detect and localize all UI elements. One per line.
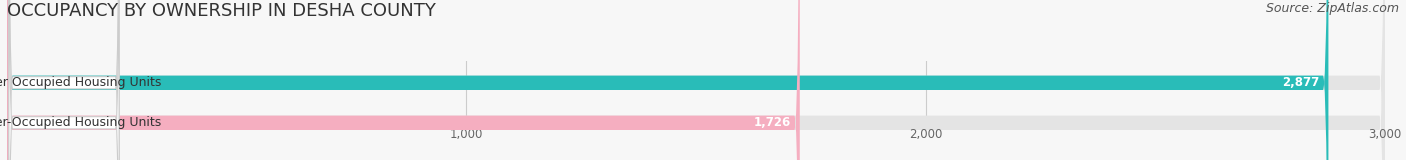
FancyBboxPatch shape	[7, 0, 1385, 160]
FancyBboxPatch shape	[8, 0, 120, 160]
FancyBboxPatch shape	[7, 0, 1385, 160]
Text: Source: ZipAtlas.com: Source: ZipAtlas.com	[1265, 2, 1399, 15]
Text: OCCUPANCY BY OWNERSHIP IN DESHA COUNTY: OCCUPANCY BY OWNERSHIP IN DESHA COUNTY	[7, 2, 436, 20]
FancyBboxPatch shape	[7, 0, 1329, 160]
FancyBboxPatch shape	[7, 0, 800, 160]
Text: 1,726: 1,726	[754, 116, 790, 129]
Text: Owner Occupied Housing Units: Owner Occupied Housing Units	[0, 76, 162, 89]
Text: 2,877: 2,877	[1282, 76, 1319, 89]
Text: Renter-Occupied Housing Units: Renter-Occupied Housing Units	[0, 116, 162, 129]
FancyBboxPatch shape	[8, 0, 120, 160]
